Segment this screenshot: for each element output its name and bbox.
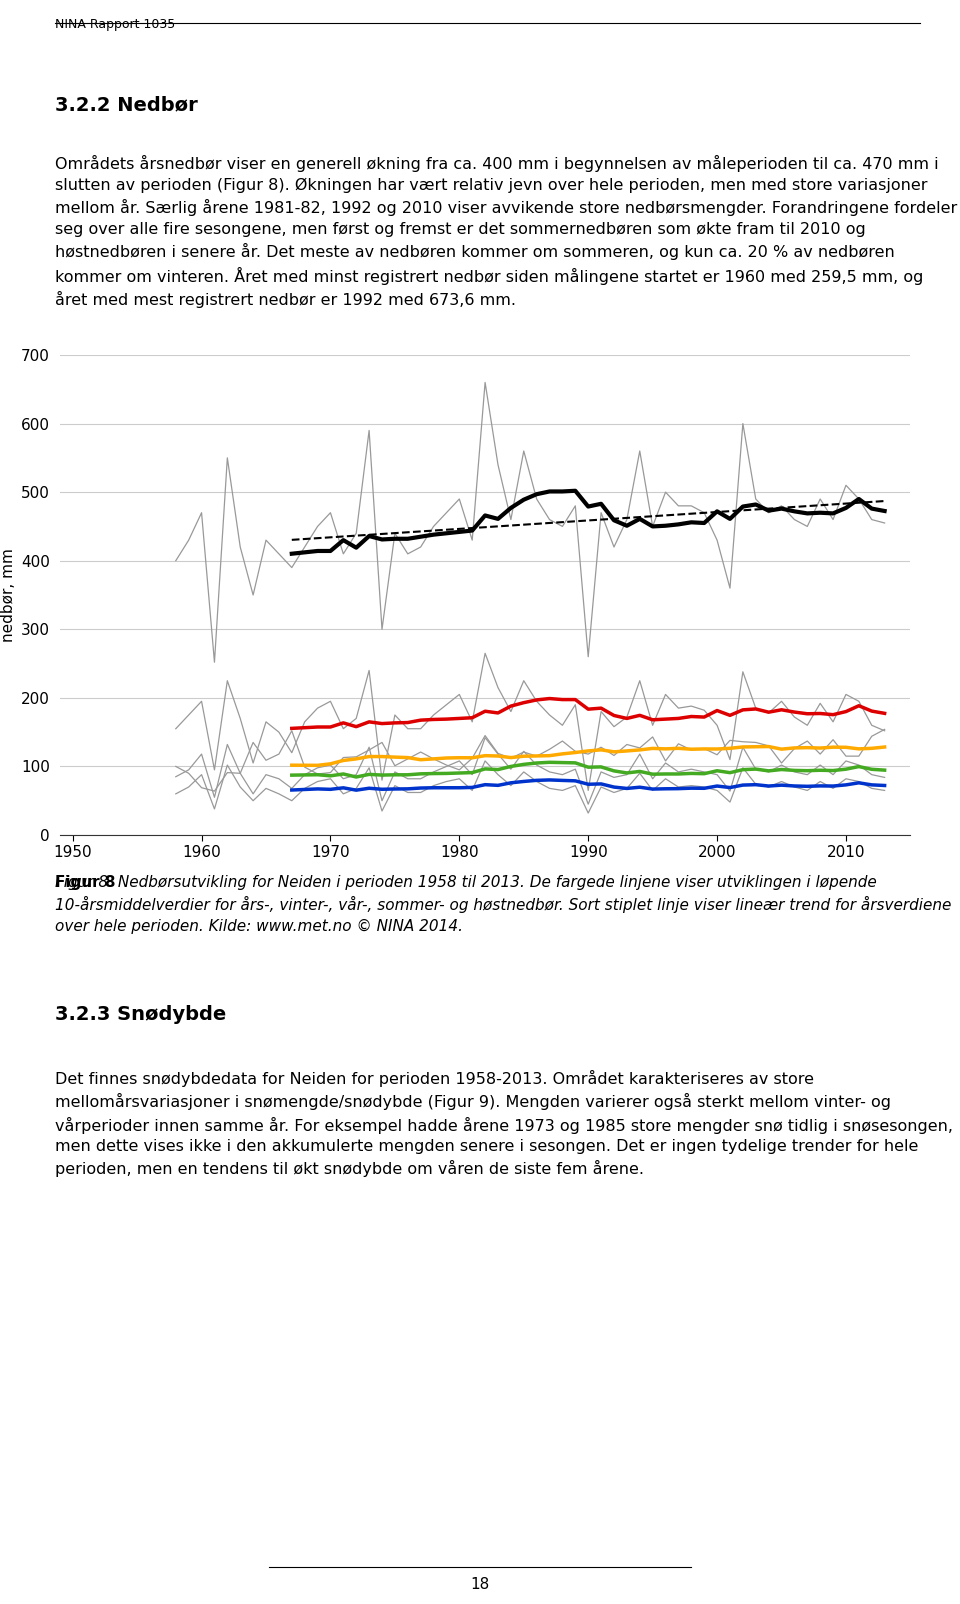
Text: 3.2.3 Snødybde: 3.2.3 Snødybde [55,1006,227,1023]
Text: Figur 8. Nedbørsutvikling for Neiden i perioden 1958 til 2013. De fargede linjen: Figur 8. Nedbørsutvikling for Neiden i p… [55,876,951,934]
Text: 18: 18 [470,1577,490,1593]
Text: 3.2.2 Nedbør: 3.2.2 Nedbør [55,95,198,114]
Text: Figur 8: Figur 8 [55,876,115,890]
Text: NINA Rapport 1035: NINA Rapport 1035 [55,18,176,30]
Text: Områdets årsnedbør viser en generell økning fra ca. 400 mm i begynnelsen av måle: Områdets årsnedbør viser en generell økn… [55,156,957,308]
Y-axis label: nedbør, mm: nedbør, mm [1,549,15,642]
Text: Det finnes snødybdedata for Neiden for perioden 1958-2013. Området karakterisere: Det finnes snødybdedata for Neiden for p… [55,1070,953,1177]
